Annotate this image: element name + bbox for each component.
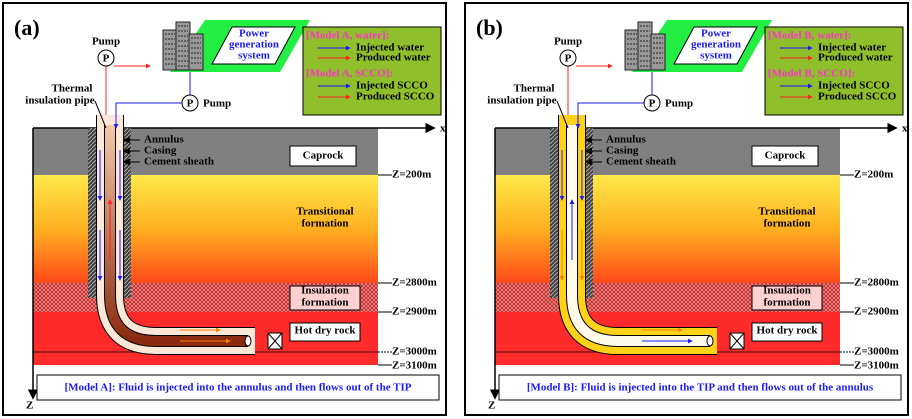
- legend-title: [Model A, SCCO]:: [306, 68, 393, 80]
- depth-label: Z=2800m: [854, 277, 899, 289]
- legend-item: Produced water: [818, 52, 893, 64]
- figure: (a) Z=200m Z=2800m Z=2900m Z=3000m Z=3100m Cap…: [0, 0, 912, 419]
- legend-item: Produced SCCO: [818, 91, 897, 103]
- layer-name: Insulation: [763, 285, 811, 297]
- pump-symbol: P: [565, 53, 572, 65]
- z-axis-label: Z: [26, 400, 33, 412]
- layer-name: Transitional: [758, 206, 815, 218]
- tip-label: insulation pipe: [487, 95, 557, 107]
- legend-title: [Model B, SCCO]:: [768, 68, 855, 80]
- layer-name: Insulation: [301, 285, 349, 297]
- pump-symbol: P: [649, 98, 656, 110]
- legend-title: [Model A, water]:: [306, 30, 389, 42]
- panel: (b) Z=200m Z=2800m Z=2900m Z=3000m Z=3100m Cap…: [465, 3, 908, 415]
- tip-label: Thermal: [52, 83, 93, 95]
- pump-label: Pump: [92, 36, 120, 48]
- cement-sheath: [550, 128, 558, 298]
- panel-label: (a): [14, 15, 40, 40]
- cement-sheath: [88, 128, 96, 298]
- depth-label: Z=200m: [854, 169, 893, 181]
- depth-label: Z=3100m: [854, 360, 899, 372]
- pump-label: Pump: [665, 98, 693, 110]
- depth-label: Z=3100m: [392, 360, 437, 372]
- legend-item: Produced water: [356, 52, 431, 64]
- power-label: system: [238, 50, 270, 62]
- building: [651, 34, 665, 70]
- power-label: system: [700, 50, 732, 62]
- cement-sheath: [123, 128, 131, 298]
- layer-name: Hot dry rock: [295, 325, 357, 337]
- depth-label: Z=2900m: [854, 306, 899, 318]
- layer-name: Caprock: [303, 150, 345, 162]
- depth-label: Z=3000m: [392, 346, 437, 358]
- caption: [Model A]: Fluid is injected into the an…: [65, 382, 412, 394]
- cement-sheath: [585, 128, 593, 298]
- pump-symbol: P: [103, 53, 110, 65]
- depth-label: Z=3000m: [854, 346, 899, 358]
- depth-label: Z=2800m: [392, 277, 437, 289]
- x-axis-label: x: [902, 123, 908, 135]
- well-label: Cement sheath: [606, 156, 676, 168]
- layer-name: formation: [301, 218, 348, 230]
- layer-name: Transitional: [296, 206, 353, 218]
- panel-label: (b): [476, 15, 503, 40]
- layer-name: Caprock: [765, 150, 807, 162]
- layer-name: Hot dry rock: [757, 325, 819, 337]
- layer-name: formation: [763, 297, 810, 309]
- pump-label: Pump: [203, 98, 231, 110]
- legend-title: [Model B, water]:: [768, 30, 851, 42]
- caption: [Model B]: Fluid is injected into the TI…: [527, 382, 874, 394]
- depth-label: Z=2900m: [392, 306, 437, 318]
- layer-name: formation: [301, 297, 348, 309]
- pump-symbol: P: [187, 98, 194, 110]
- depth-label: Z=200m: [392, 169, 431, 181]
- panel: (a) Z=200m Z=2800m Z=2900m Z=3000m Z=3100m Cap…: [3, 3, 446, 415]
- z-axis-label: Z: [488, 400, 495, 412]
- tip-end: [245, 336, 251, 346]
- pump-label: Pump: [554, 36, 582, 48]
- tip-label: Thermal: [514, 83, 555, 95]
- layer-name: formation: [763, 218, 810, 230]
- x-axis-label: x: [440, 123, 446, 135]
- tip-end: [707, 336, 713, 346]
- tip-label: insulation pipe: [25, 95, 95, 107]
- well-label: Cement sheath: [144, 156, 214, 168]
- building: [189, 34, 203, 70]
- legend-item: Produced SCCO: [356, 91, 435, 103]
